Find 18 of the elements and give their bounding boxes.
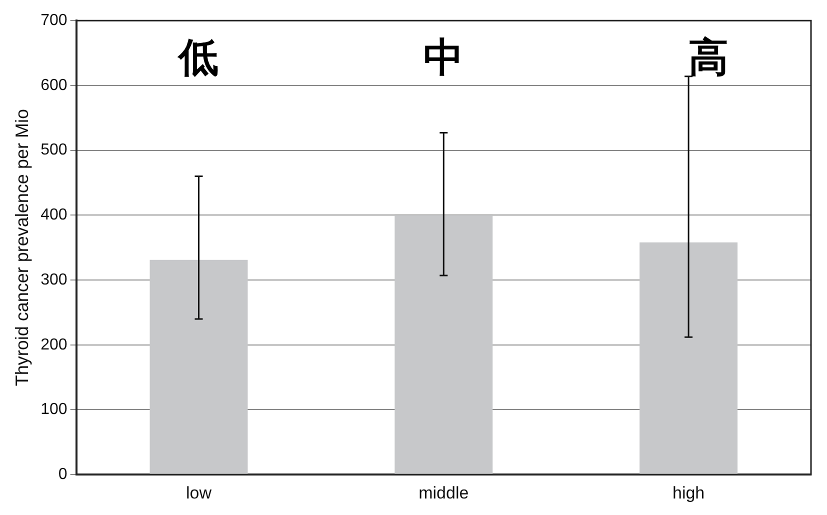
x-tick-label: low [186,483,212,502]
y-tick-label: 0 [58,466,68,484]
x-tick-label: middle [418,483,469,502]
y-tick-label: 700 [40,12,68,30]
y-tick-label: 400 [40,206,68,224]
y-tick-label: 300 [40,271,68,288]
bar [640,242,738,474]
y-tick-label: 100 [40,401,68,418]
annotation: 低 [176,34,219,81]
y-tick-label: 600 [40,76,68,94]
annotation: 高 [688,34,729,81]
x-tick-label: high [672,483,705,502]
y-axis-title: Thyroid cancer prevalence per Mio [12,109,32,386]
y-tick-label: 500 [40,142,68,159]
bar [150,260,248,474]
annotation: 中 [424,34,464,81]
bar [394,215,493,474]
y-tick-label: 200 [40,336,68,354]
